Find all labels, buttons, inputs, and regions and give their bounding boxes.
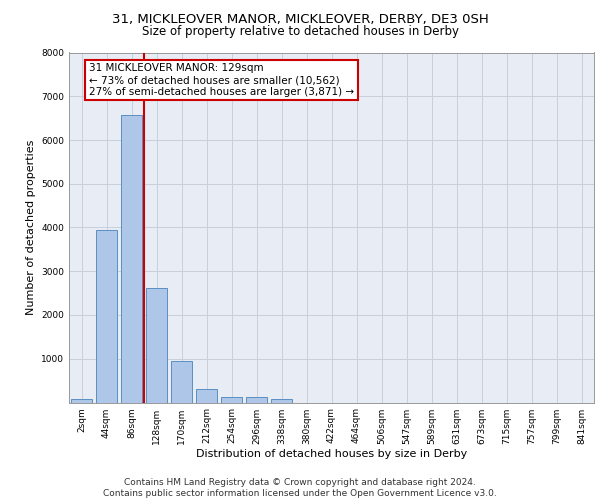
Bar [146,288,167,403]
Bar [121,114,142,403]
Bar [271,398,292,402]
Text: Contains HM Land Registry data © Crown copyright and database right 2024.
Contai: Contains HM Land Registry data © Crown c… [103,478,497,498]
Text: Size of property relative to detached houses in Derby: Size of property relative to detached ho… [142,25,458,38]
Bar [71,399,92,402]
Bar [246,397,267,402]
Bar [171,360,192,403]
Bar [221,397,242,402]
Text: 31, MICKLEOVER MANOR, MICKLEOVER, DERBY, DE3 0SH: 31, MICKLEOVER MANOR, MICKLEOVER, DERBY,… [112,12,488,26]
X-axis label: Distribution of detached houses by size in Derby: Distribution of detached houses by size … [196,450,467,460]
Bar [196,389,217,402]
Bar [96,230,117,402]
Y-axis label: Number of detached properties: Number of detached properties [26,140,35,315]
Text: 31 MICKLEOVER MANOR: 129sqm
← 73% of detached houses are smaller (10,562)
27% of: 31 MICKLEOVER MANOR: 129sqm ← 73% of det… [89,64,354,96]
